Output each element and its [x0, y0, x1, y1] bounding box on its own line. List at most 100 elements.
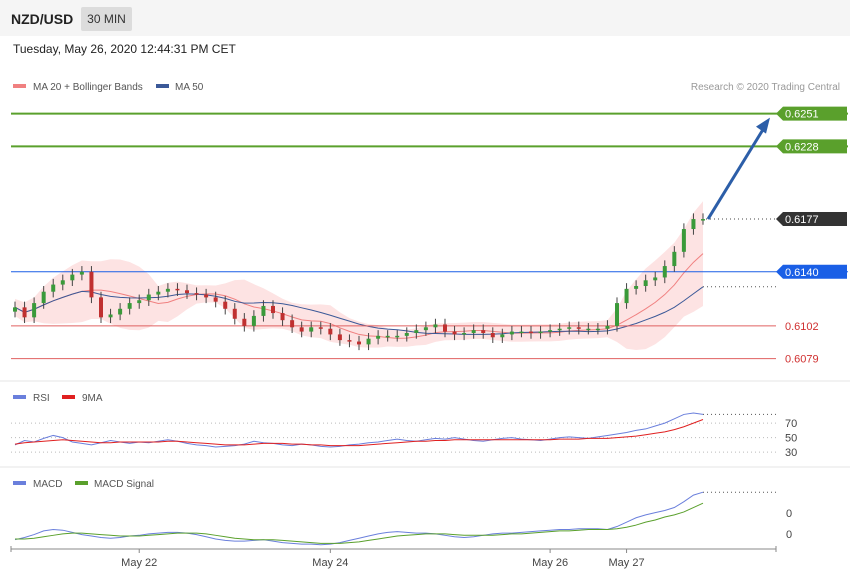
candle-body [118, 308, 123, 315]
candle-body [108, 314, 113, 318]
candle-body [261, 305, 266, 316]
candle-body [538, 331, 543, 334]
bollinger-band [15, 201, 703, 351]
candle-body [691, 219, 696, 230]
rsi-tick-label: 30 [785, 447, 797, 459]
symbol-label: NZD/USD [11, 11, 74, 27]
macd-series-1 [15, 502, 704, 544]
candle-body [22, 307, 27, 318]
legend-swatch-ma50 [156, 84, 169, 88]
price-level-tag-0.6140 [776, 264, 847, 279]
candle-body [337, 334, 342, 341]
candle-body [462, 333, 467, 335]
candle-body [490, 333, 495, 338]
candle-body [328, 328, 333, 335]
legend-label-bollinger: MA 20 + Bollinger Bands [33, 82, 143, 93]
candle-body [376, 335, 381, 339]
candle-body [366, 338, 371, 345]
price-level-tag-0.6177 [776, 212, 847, 227]
legend-swatch-macd [13, 481, 26, 485]
candle-body [79, 271, 84, 275]
candle-body [41, 291, 46, 304]
candle-body [624, 288, 629, 304]
timeframe-badge[interactable]: 30 MIN [81, 7, 132, 31]
candle-body [232, 308, 237, 319]
macd-tick-lower: 0 [786, 529, 792, 541]
candle-body [204, 294, 209, 298]
candle-body [357, 341, 361, 345]
candle-body [242, 318, 247, 326]
candle-body [672, 251, 677, 267]
legend-swatch-bollinger [13, 84, 26, 88]
candle-body [643, 280, 648, 286]
candle-body [471, 330, 476, 333]
candle-body [423, 327, 428, 331]
chart-datetime: Tuesday, May 26, 2020 12:44:31 PM CET [13, 42, 236, 56]
price-level-label-0.6102: 0.6102 [785, 321, 819, 333]
candle-body [299, 327, 304, 332]
x-tick-label: May 26 [532, 557, 568, 569]
legend-label-rsi: RSI [33, 393, 50, 404]
candle-body [509, 331, 514, 335]
candle-body [385, 335, 390, 338]
candle-body [586, 328, 591, 331]
candle-body [414, 330, 419, 333]
x-tick-label: May 27 [609, 557, 645, 569]
price-level-label-0.6177: 0.6177 [785, 214, 819, 226]
rsi-series-1 [14, 419, 704, 447]
candle-body [681, 229, 686, 252]
candle-body [519, 331, 524, 334]
candle-body [137, 300, 142, 304]
candle-body [634, 286, 639, 289]
price-level-label-0.6140: 0.6140 [785, 267, 819, 279]
candle-body [662, 266, 667, 278]
candle-body [653, 277, 658, 281]
candle-body [290, 320, 295, 328]
candle-body [605, 325, 610, 329]
candle-body [500, 334, 505, 338]
candle-body [194, 293, 199, 295]
candle-body [280, 313, 285, 321]
candle-body [99, 297, 103, 318]
candle-body [175, 288, 180, 291]
candle-body [89, 271, 94, 298]
candle-body [223, 301, 228, 309]
candle-body [548, 330, 553, 332]
legend-label-macd-signal: MACD Signal [94, 479, 154, 490]
candle-body [318, 327, 323, 329]
legend-swatch-macd-signal [75, 481, 88, 485]
candle-body [529, 331, 533, 334]
price-level-label-0.6079: 0.6079 [785, 354, 819, 366]
candle-body [404, 333, 409, 336]
candle-body [701, 219, 705, 221]
candle-body [70, 274, 75, 281]
candle-body [32, 303, 37, 318]
copyright-label: Research © 2020 Trading Central [691, 82, 840, 93]
candle-body [481, 330, 486, 333]
x-tick-label: May 24 [312, 557, 348, 569]
price-level-label-0.6228: 0.6228 [785, 141, 819, 153]
x-tick-label: May 22 [121, 557, 157, 569]
candle-body [595, 328, 600, 331]
macd-series-0 [14, 491, 704, 546]
candle-body [576, 327, 581, 329]
candle-body [309, 327, 314, 332]
chart-header: NZD/USD 30 MIN [0, 0, 850, 36]
rsi-tick-label: 50 [785, 433, 797, 445]
candle-body [51, 284, 56, 292]
candle-body [347, 340, 352, 342]
legend-swatch-rsi-ma [62, 395, 75, 399]
candle-body [165, 288, 170, 292]
candle-body [271, 305, 275, 314]
price-level-tag-0.6228 [776, 139, 847, 154]
rsi-tick-label: 70 [785, 418, 797, 430]
forecast-arrow-line [706, 123, 768, 220]
legend-swatch-rsi [13, 395, 26, 399]
price-level-label-0.6251: 0.6251 [785, 109, 819, 121]
candle-body [213, 297, 218, 302]
candle-body [185, 290, 189, 294]
candle-body [433, 324, 438, 328]
candle-body [146, 294, 151, 301]
legend-label-ma50: MA 50 [175, 82, 204, 93]
